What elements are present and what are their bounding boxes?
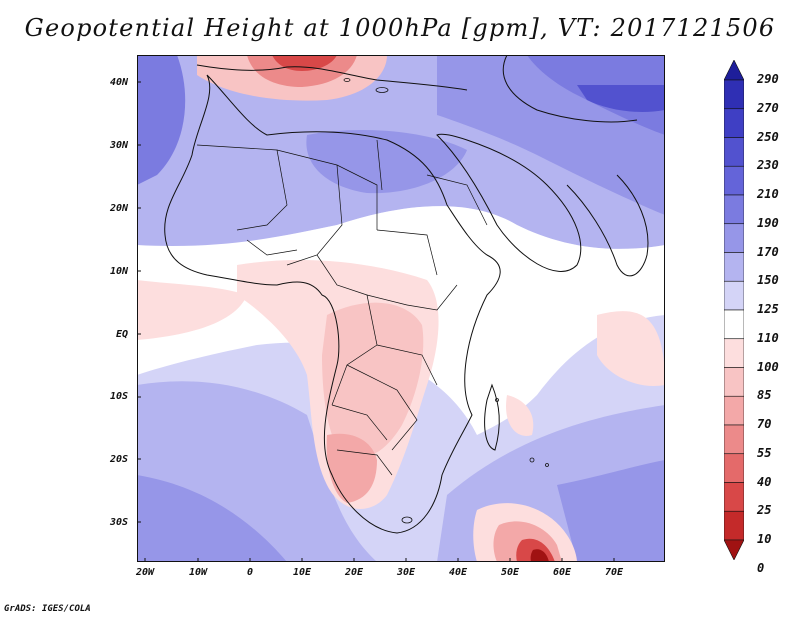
lon-label-40e: 40E xyxy=(448,567,468,578)
colorbar-label: 70 xyxy=(757,417,772,431)
lat-label-20s: 20S xyxy=(109,454,128,465)
colorbar-label: 270 xyxy=(757,100,779,115)
colorbar-label: 110 xyxy=(757,330,779,345)
himalaya-blue xyxy=(577,85,665,112)
coastlines xyxy=(164,55,649,534)
country-borders xyxy=(196,139,488,476)
colorbar-label: 100 xyxy=(757,359,779,374)
central-africa-salmon xyxy=(322,302,424,459)
colorbar-swatch xyxy=(724,510,744,541)
colorbar-swatch xyxy=(724,108,744,138)
colorbar-label: 170 xyxy=(757,244,779,259)
south-deep-blue xyxy=(137,475,287,562)
lon-label-50e: 50E xyxy=(500,567,520,578)
lat-label-30n: 30N xyxy=(109,140,128,151)
colorbar-label: 290 xyxy=(757,72,779,86)
lon-label-30e: 30E xyxy=(396,567,416,578)
colorbar-label: 25 xyxy=(757,503,772,518)
colorbar-swatch xyxy=(724,165,744,196)
colorbar-swatch xyxy=(724,367,744,397)
lon-label-60e: 60E xyxy=(552,567,572,578)
colorbar-swatch xyxy=(724,395,744,426)
colorbar-swatch xyxy=(724,453,744,483)
colorbar-label: 250 xyxy=(757,129,779,144)
south-indian-deep-blue xyxy=(557,460,665,562)
geopotential-map xyxy=(137,55,665,562)
lon-label-10e: 10E xyxy=(292,567,312,578)
lat-label-10s: 10S xyxy=(109,391,128,402)
southern-africa-salmon xyxy=(326,433,377,503)
map-title: Geopotential Height at 1000hPa [gpm], VT… xyxy=(24,14,776,42)
colorbar-label: 210 xyxy=(757,187,779,201)
colorbar-swatch xyxy=(724,482,744,512)
east-indian-pink xyxy=(597,311,665,386)
colorbar-swatch xyxy=(724,539,744,560)
axis-ticks xyxy=(137,81,615,562)
lon-label-0: 0 xyxy=(246,567,254,578)
lat-label-40n: 40N xyxy=(109,77,128,88)
colorbar-label: 10 xyxy=(757,532,772,546)
sio-core xyxy=(530,549,549,562)
colorbar-swatch xyxy=(724,137,744,167)
colorbar-swatch xyxy=(724,309,744,340)
colorbar-swatch xyxy=(724,223,744,253)
colorbar-swatch xyxy=(724,424,744,455)
islands xyxy=(343,78,549,524)
lon-label-70e: 70E xyxy=(604,567,624,578)
colorbar xyxy=(724,60,744,560)
colorbar-swatch xyxy=(724,194,744,225)
west-atlantic-pink xyxy=(137,280,247,340)
lat-label-10n: 10N xyxy=(109,266,128,277)
sahara-blue-field xyxy=(306,130,467,194)
colorbar-label: 230 xyxy=(757,158,779,173)
colorbar-label: 190 xyxy=(757,215,779,230)
lat-label-20n: 20N xyxy=(109,203,128,214)
lon-label-20e: 20E xyxy=(344,567,364,578)
lon-label-10w: 10W xyxy=(188,567,208,578)
mozambique-pink xyxy=(506,395,534,436)
west-atlantic-blue xyxy=(137,55,186,185)
lat-label-eq: EQ xyxy=(115,329,128,340)
lon-label-20w: 20W xyxy=(135,567,155,578)
colorbar-label: 85 xyxy=(757,388,772,403)
colorbar-swatch xyxy=(724,280,744,311)
colorbar-label: 0 xyxy=(757,560,765,575)
credit-text: GrADS: IGES/COLA xyxy=(4,604,91,614)
colorbar-label: 125 xyxy=(757,302,779,316)
colorbar-swatch xyxy=(724,252,744,282)
colorbar-label: 55 xyxy=(757,445,772,460)
colorbar-swatch xyxy=(724,79,744,110)
map-frame xyxy=(137,55,665,562)
colorbar-swatch xyxy=(724,338,744,368)
colorbar-label: 40 xyxy=(757,474,772,489)
colorbar-label: 150 xyxy=(757,273,779,288)
lat-label-30s: 30S xyxy=(109,517,128,528)
colorbar-swatch xyxy=(724,60,744,81)
